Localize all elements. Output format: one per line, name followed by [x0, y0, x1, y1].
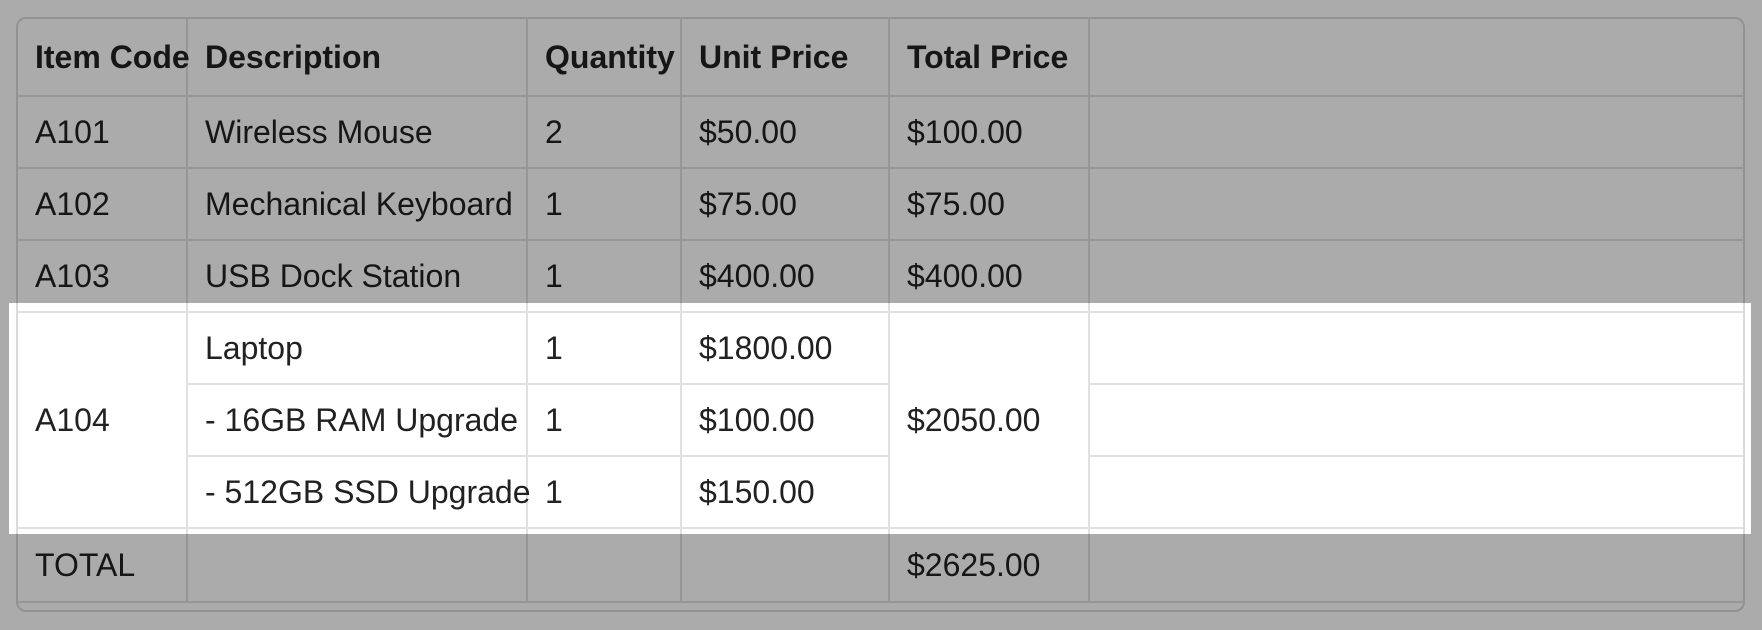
cell-unit-price: $75.00: [681, 168, 890, 241]
footer-total-price: $2625.00: [889, 528, 1090, 603]
cell-empty: [1089, 240, 1743, 313]
cell-description: USB Dock Station: [187, 240, 528, 313]
table-row-highlighted: - 512GB SSD Upgrade 1 $150.00: [18, 456, 1743, 529]
cell-description: Mechanical Keyboard: [187, 168, 528, 241]
table-header-row: Item Code Description Quantity Unit Pric…: [18, 19, 1743, 97]
cell-unit-price: $400.00: [681, 240, 890, 313]
cell-quantity: 1: [527, 168, 682, 241]
cell-empty: [1089, 384, 1743, 457]
header-description: Description: [187, 19, 528, 97]
header-empty: [1089, 19, 1743, 97]
footer-empty-cell: [1089, 528, 1743, 603]
cell-description: - 512GB SSD Upgrade: [187, 456, 531, 529]
header-unit-price: Unit Price: [681, 19, 890, 97]
cell-description: Laptop: [187, 312, 528, 385]
cell-unit-price: $150.00: [681, 456, 890, 529]
cell-quantity: 1: [527, 240, 682, 313]
cell-unit-price: $1800.00: [681, 312, 890, 385]
table-row-highlighted: - 16GB RAM Upgrade 1 $100.00: [18, 384, 1743, 457]
footer-empty-cell: [527, 528, 682, 603]
footer-empty-cell: [187, 528, 528, 603]
invoice-table-container: Item Code Description Quantity Unit Pric…: [16, 17, 1745, 612]
cell-total-price: $100.00: [889, 96, 1090, 169]
cell-description: - 16GB RAM Upgrade: [187, 384, 528, 457]
cell-item-code: A104: [18, 312, 188, 529]
cell-item-code: A102: [18, 168, 188, 241]
cell-quantity: 1: [527, 384, 682, 457]
cell-empty: [1089, 96, 1743, 169]
cell-total-price: $75.00: [889, 168, 1090, 241]
table-row-highlighted: A104 Laptop 1 $1800.00 $2050.00: [18, 312, 1743, 529]
table-row: A102 Mechanical Keyboard 1 $75.00 $75.00: [18, 168, 1743, 241]
invoice-table: Item Code Description Quantity Unit Pric…: [18, 19, 1743, 603]
cell-total-price: $400.00: [889, 240, 1090, 313]
cell-quantity: 1: [527, 456, 682, 529]
cell-empty: [1089, 168, 1743, 241]
footer-total-label: TOTAL: [18, 528, 188, 603]
table-row: A101 Wireless Mouse 2 $50.00 $100.00: [18, 96, 1743, 169]
cell-unit-price: $100.00: [681, 384, 890, 457]
table-footer-row: TOTAL $2625.00: [18, 528, 1743, 603]
cell-empty: [1089, 456, 1743, 529]
header-total-price: Total Price: [889, 19, 1090, 97]
cell-quantity: 1: [527, 312, 682, 385]
cell-total-price: $2050.00: [889, 312, 1090, 529]
cell-description: Wireless Mouse: [187, 96, 528, 169]
table-row: A103 USB Dock Station 1 $400.00 $400.00: [18, 240, 1743, 313]
cell-item-code: A103: [18, 240, 188, 313]
header-item-code: Item Code: [18, 19, 190, 97]
cell-quantity: 2: [527, 96, 682, 169]
header-quantity: Quantity: [527, 19, 682, 97]
cell-item-code: A101: [18, 96, 188, 169]
footer-empty-cell: [681, 528, 890, 603]
cell-unit-price: $50.00: [681, 96, 890, 169]
cell-empty: [1089, 312, 1743, 385]
